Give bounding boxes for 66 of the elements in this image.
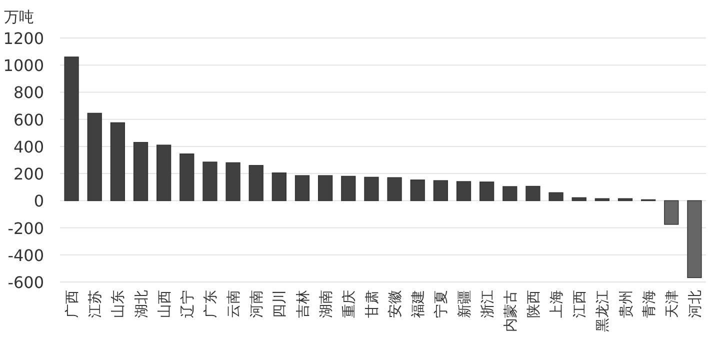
x-tick-label: 广西 — [64, 290, 81, 318]
x-tick-label: 福建 — [410, 290, 427, 318]
bar — [341, 176, 356, 202]
bar — [387, 177, 402, 202]
bar — [664, 200, 679, 225]
bar — [226, 162, 240, 202]
bar — [572, 197, 586, 202]
x-tick-label: 安徽 — [388, 290, 404, 318]
bar — [248, 165, 264, 202]
bar — [548, 192, 564, 202]
bar — [687, 200, 702, 278]
x-tick-label: 湖北 — [134, 290, 150, 318]
x-tick-label: 辽宁 — [180, 290, 196, 318]
y-tick-label: 400 — [13, 137, 44, 156]
x-tick-label: 云南 — [226, 290, 242, 318]
bar — [202, 162, 218, 202]
x-tick-label: 青海 — [641, 290, 658, 318]
x-tick-label: 山东 — [110, 290, 127, 318]
y-tick-label: -600 — [8, 273, 44, 292]
bar — [410, 180, 425, 202]
x-tick-label: 甘肃 — [364, 290, 380, 318]
y-tick-label: 1200 — [3, 29, 44, 48]
bar — [618, 198, 633, 202]
bar — [502, 186, 518, 202]
x-tick-label: 吉林 — [295, 290, 312, 318]
bar — [180, 154, 194, 202]
y-tick-label: 0 — [34, 192, 44, 211]
bar — [294, 175, 310, 202]
x-tick-label: 江苏 — [88, 290, 104, 318]
x-tick-label: 湖南 — [318, 290, 334, 318]
y-tick-label: 1000 — [3, 56, 44, 76]
bar — [480, 182, 494, 202]
bar — [87, 112, 102, 202]
x-tick-label: 宁夏 — [434, 290, 450, 318]
bar — [364, 176, 379, 202]
bar — [526, 186, 540, 202]
x-tick-label: 浙江 — [480, 290, 496, 318]
bar — [272, 172, 286, 202]
bar — [456, 181, 472, 202]
bar — [133, 142, 148, 202]
x-tick-label: 山西 — [156, 290, 173, 318]
bar — [318, 175, 333, 202]
bar — [594, 198, 610, 202]
y-tick-label: -200 — [8, 218, 44, 238]
x-tick-label: 内蒙古 — [502, 290, 519, 332]
y-tick-label: -400 — [8, 246, 44, 265]
y-tick-label: 600 — [13, 110, 44, 130]
bar — [64, 56, 79, 202]
bar — [110, 122, 125, 202]
x-tick-label: 上海 — [549, 290, 566, 318]
y-tick-label: 800 — [13, 83, 44, 102]
x-tick-label: 陕西 — [526, 290, 542, 318]
x-tick-label: 新疆 — [456, 290, 473, 318]
y-tick-label: 200 — [13, 164, 44, 184]
x-tick-label: 天津 — [664, 290, 680, 318]
x-tick-label: 河北 — [687, 290, 704, 318]
x-tick-label: 河南 — [249, 290, 266, 318]
y-axis-title: 万吨 — [4, 8, 34, 26]
x-tick-label: 江西 — [572, 290, 588, 318]
x-tick-label: 贵州 — [618, 290, 634, 318]
x-tick-label: 广东 — [202, 290, 219, 318]
bar — [156, 144, 172, 202]
x-tick-label: 黑龙江 — [595, 290, 612, 332]
bar — [433, 180, 448, 202]
x-tick-label: 重庆 — [341, 290, 358, 318]
x-tick-label: 四川 — [272, 290, 288, 318]
